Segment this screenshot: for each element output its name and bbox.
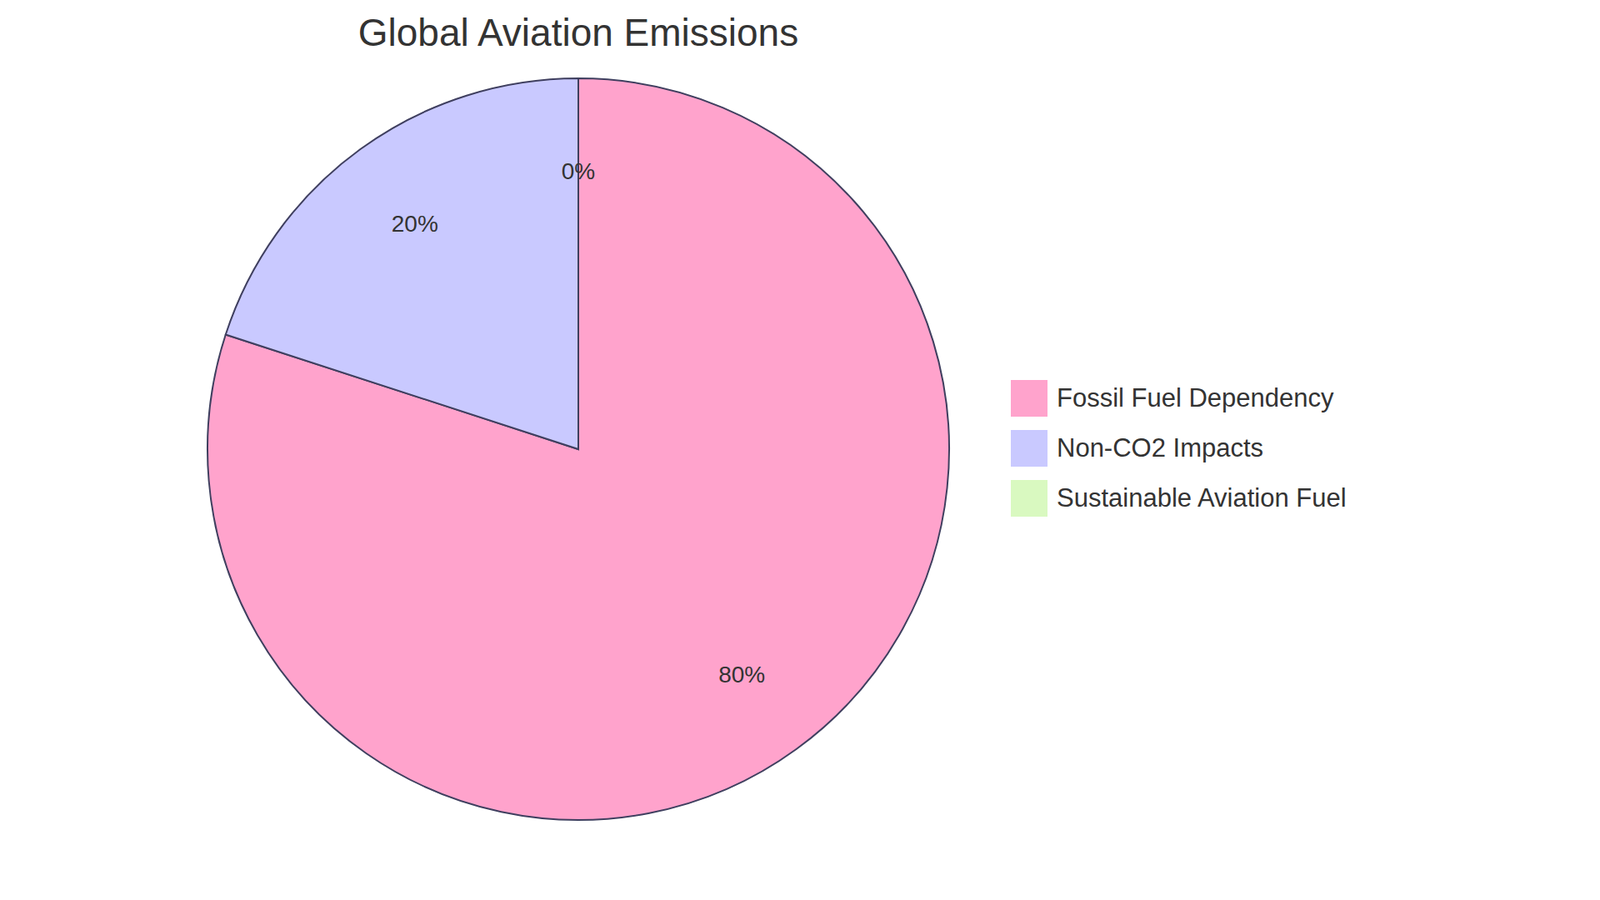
svg-text:80%: 80% xyxy=(718,661,765,688)
html-text:Fossil Fuel Dependency: Fossil Fuel Dependency xyxy=(1056,383,1334,413)
html-text:Non-CO2 Impacts: Non-CO2 Impacts xyxy=(1056,433,1264,463)
html-text:Sustainable Aviation Fuel: Sustainable Aviation Fuel xyxy=(1056,483,1347,513)
html-text:Global Aviation Emissions: Global Aviation Emissions xyxy=(358,10,799,55)
svg-text:0%: 0% xyxy=(561,158,595,185)
svg-text:20%: 20% xyxy=(391,210,439,237)
